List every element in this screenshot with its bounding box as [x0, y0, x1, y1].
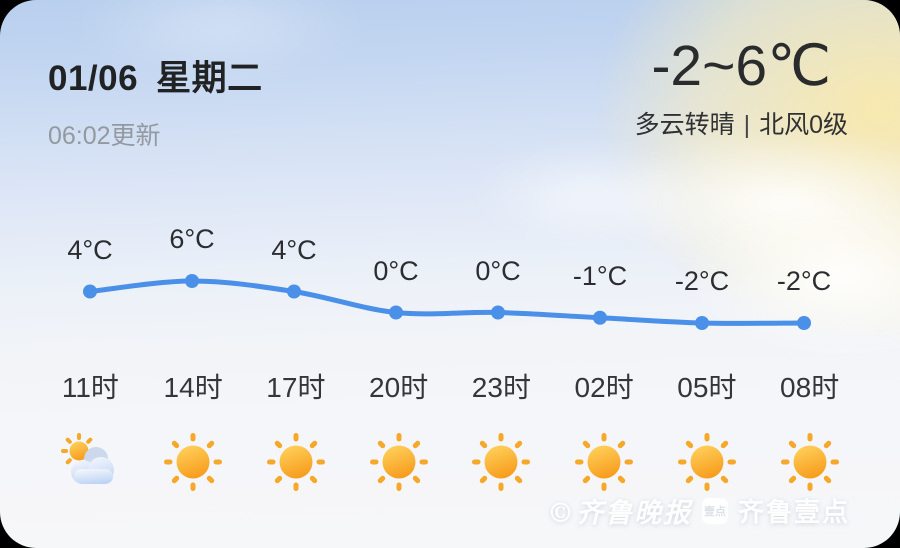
- paper-name: 齐鲁晚报: [575, 498, 692, 529]
- partly-cloudy-icon: [39, 430, 142, 494]
- date-row: 01/06 星期二: [48, 50, 263, 101]
- sunny-icon: [656, 430, 759, 494]
- temp-label: -1°C: [572, 260, 628, 291]
- sunny-icon: [245, 430, 348, 494]
- temp-range: -2~6℃: [651, 34, 832, 98]
- time-label: 08时: [780, 372, 840, 403]
- weather-condition: 多云转晴 | 北风0级: [635, 105, 848, 141]
- temp-label: 0°C: [475, 255, 521, 286]
- copyright-icon: ©: [546, 498, 576, 529]
- sunny-icon: [142, 430, 245, 494]
- time-label: 23时: [471, 372, 531, 403]
- condition-divider: |: [743, 110, 751, 139]
- wind-text: 北风0级: [759, 110, 848, 139]
- sunny-icon: [758, 430, 861, 494]
- temp-label: -2°C: [776, 266, 832, 296]
- weather-icon-row: [39, 430, 861, 494]
- yidian-logo-icon: 壹点: [701, 497, 728, 524]
- temp-label: -2°C: [674, 266, 730, 296]
- temp-label: 6°C: [169, 224, 215, 254]
- time-label: 20时: [369, 372, 429, 403]
- weekday-text: 星期二: [156, 59, 263, 98]
- temp-label: 4°C: [271, 234, 317, 265]
- time-label: 14时: [163, 372, 223, 403]
- sunny-icon: [450, 430, 553, 494]
- header-right: -2~6℃ 多云转晴 | 北风0级: [635, 34, 848, 141]
- time-label: 17时: [266, 372, 326, 403]
- update-time: 06:02更新: [48, 122, 161, 150]
- time-label: 05时: [677, 372, 737, 403]
- header-left: 01/06 星期二 06:02更新: [48, 50, 263, 152]
- sunny-icon: [553, 430, 656, 494]
- time-axis: 11时 14时 17时 20时 23时 02时 05时 08时: [39, 366, 861, 406]
- date-text: 01/06: [48, 59, 139, 98]
- time-label: 02时: [574, 372, 634, 403]
- watermark: ©齐鲁晚报 壹点 齐鲁壹点: [547, 491, 850, 530]
- time-label: 11时: [61, 372, 119, 403]
- temp-label: 0°C: [373, 255, 419, 286]
- temp-label: 4°C: [67, 234, 113, 265]
- watermark-app: 齐鲁壹点: [737, 497, 850, 527]
- condition-text: 多云转晴: [634, 110, 735, 139]
- watermark-paper: ©齐鲁晚报: [547, 491, 692, 530]
- sunny-icon: [347, 430, 450, 494]
